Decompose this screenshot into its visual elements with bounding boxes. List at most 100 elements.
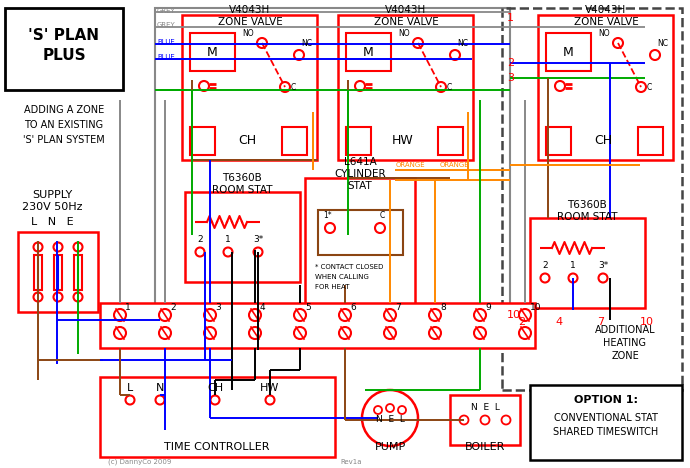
Bar [100, 377, 335, 457]
Text: ROOM STAT: ROOM STAT [212, 185, 273, 195]
Text: V4043H: V4043H [386, 5, 426, 15]
Bar [450, 395, 520, 445]
Bar [346, 127, 371, 155]
Text: CONVENTIONAL STAT: CONVENTIONAL STAT [554, 413, 658, 423]
Text: ZONE: ZONE [611, 351, 639, 361]
Bar [530, 385, 682, 460]
Text: 8: 8 [440, 302, 446, 312]
Text: HW: HW [260, 383, 279, 393]
Text: 2: 2 [170, 302, 176, 312]
Text: M: M [562, 45, 573, 58]
Text: 10: 10 [507, 310, 521, 320]
Text: 10: 10 [530, 302, 542, 312]
Text: STAT: STAT [348, 181, 373, 191]
Text: T6360B: T6360B [567, 200, 607, 210]
Bar [18, 232, 98, 312]
Text: NC: NC [301, 38, 312, 47]
Bar [190, 127, 215, 155]
Text: 2: 2 [507, 58, 514, 68]
Text: 4: 4 [555, 317, 562, 327]
Text: BLUE: BLUE [157, 54, 175, 60]
Text: PLUS: PLUS [42, 47, 86, 63]
Text: T6360B: T6360B [222, 173, 262, 183]
Text: PUMP: PUMP [375, 442, 406, 452]
Text: TO AN EXISTING: TO AN EXISTING [24, 120, 104, 130]
Text: SUPPLY: SUPPLY [32, 190, 72, 200]
Text: C: C [291, 82, 296, 92]
Text: ROOM STAT: ROOM STAT [557, 212, 618, 222]
Text: 'S' PLAN: 'S' PLAN [28, 28, 99, 43]
Text: BLUE: BLUE [157, 39, 175, 45]
Bar [182, 15, 317, 160]
Text: N  E  L: N E L [375, 416, 404, 424]
Text: C: C [447, 82, 452, 92]
Text: 3*: 3* [253, 235, 263, 244]
Text: M: M [363, 45, 373, 58]
Bar [5, 8, 123, 90]
Bar [185, 192, 300, 282]
Text: 2: 2 [518, 317, 525, 327]
Bar [74, 255, 82, 290]
Text: 3: 3 [215, 302, 221, 312]
Text: 3*: 3* [598, 262, 608, 271]
Text: ORANGE: ORANGE [440, 162, 470, 168]
Text: CYLINDER: CYLINDER [334, 169, 386, 179]
Text: 1*: 1* [324, 211, 333, 219]
Text: 3: 3 [507, 73, 514, 83]
Text: 9: 9 [485, 302, 491, 312]
Text: ZONE VALVE: ZONE VALVE [373, 17, 438, 27]
Text: ZONE VALVE: ZONE VALVE [217, 17, 282, 27]
Text: N  E  L: N E L [471, 403, 500, 412]
Text: NC: NC [657, 38, 668, 47]
Text: N: N [156, 383, 164, 393]
Bar [438, 127, 463, 155]
Text: 2: 2 [197, 235, 203, 244]
Text: SHARED TIMESWITCH: SHARED TIMESWITCH [553, 427, 659, 437]
Text: CH: CH [207, 383, 223, 393]
Bar [538, 15, 673, 160]
Bar [155, 8, 510, 313]
Bar [190, 33, 235, 71]
Text: GREY: GREY [157, 8, 176, 14]
Text: GREY: GREY [157, 22, 176, 28]
Text: ORANGE: ORANGE [396, 162, 426, 168]
Bar [546, 33, 591, 71]
Text: 10: 10 [640, 317, 654, 327]
Bar [305, 178, 415, 323]
Text: CH: CH [594, 133, 612, 146]
Text: 6: 6 [350, 302, 356, 312]
Text: 4: 4 [260, 302, 266, 312]
Text: ZONE VALVE: ZONE VALVE [573, 17, 638, 27]
Text: V4043H: V4043H [585, 5, 627, 15]
Text: 1: 1 [507, 13, 514, 23]
Bar [530, 218, 645, 308]
Bar [502, 8, 682, 390]
Text: M: M [206, 45, 217, 58]
Text: NO: NO [242, 29, 254, 37]
Text: WHEN CALLING: WHEN CALLING [315, 274, 369, 280]
Text: V4043H: V4043H [229, 5, 270, 15]
Text: BOILER: BOILER [465, 442, 505, 452]
Text: 7: 7 [597, 317, 604, 327]
Text: 2: 2 [542, 262, 548, 271]
Text: 230V 50Hz: 230V 50Hz [22, 202, 82, 212]
Text: NO: NO [598, 29, 610, 37]
Bar [318, 210, 403, 255]
Text: ADDITIONAL: ADDITIONAL [595, 325, 656, 335]
Text: HEATING: HEATING [604, 338, 647, 348]
Text: Rev1a: Rev1a [340, 459, 362, 465]
Bar [346, 33, 391, 71]
Text: 7: 7 [395, 302, 401, 312]
Text: L   N   E: L N E [30, 217, 73, 227]
Text: CH: CH [238, 133, 256, 146]
Text: C: C [647, 82, 652, 92]
Text: 1: 1 [570, 262, 576, 271]
Bar [638, 127, 663, 155]
Text: 'S' PLAN SYSTEM: 'S' PLAN SYSTEM [23, 135, 105, 145]
Text: L: L [127, 383, 133, 393]
Text: (c) DannyCo 2009: (c) DannyCo 2009 [108, 459, 171, 465]
Text: 1: 1 [125, 302, 130, 312]
Text: NO: NO [398, 29, 410, 37]
Text: C: C [380, 211, 384, 219]
Text: FOR HEAT: FOR HEAT [315, 284, 350, 290]
